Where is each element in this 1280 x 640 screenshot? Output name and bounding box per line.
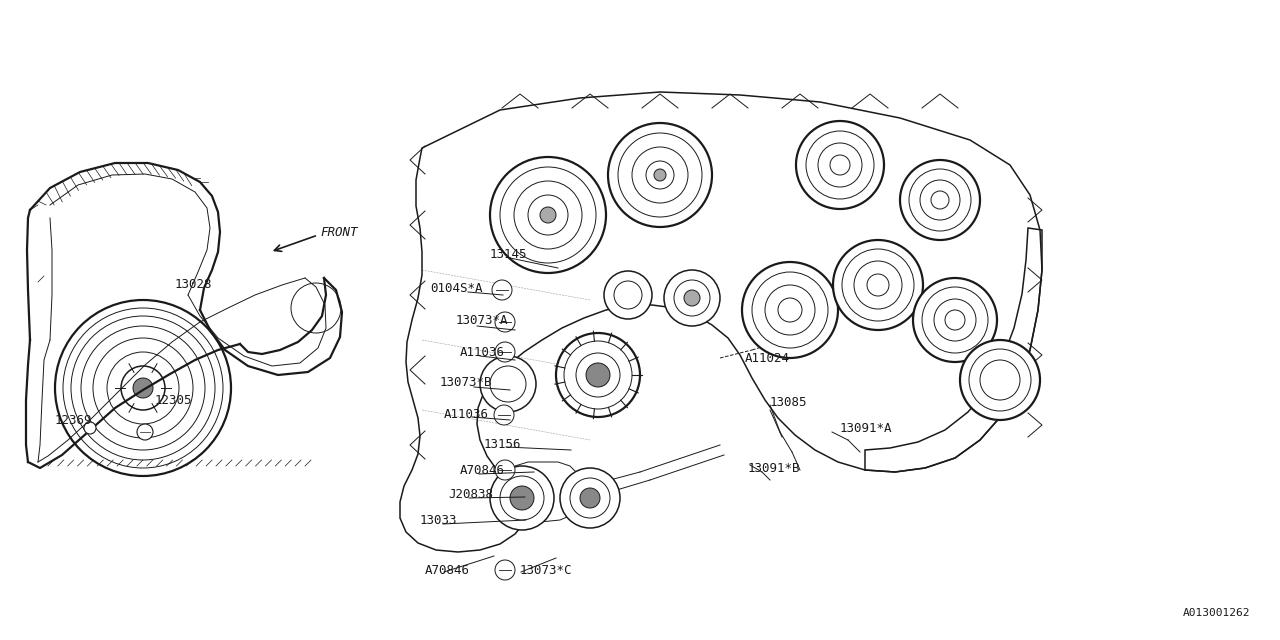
Circle shape	[509, 486, 534, 510]
Circle shape	[684, 290, 700, 306]
Text: J20838: J20838	[448, 488, 493, 502]
Circle shape	[122, 366, 165, 410]
Text: 13073*C: 13073*C	[520, 563, 572, 577]
Circle shape	[742, 262, 838, 358]
Circle shape	[586, 363, 611, 387]
Text: A11036: A11036	[444, 408, 489, 422]
Circle shape	[604, 271, 652, 319]
Text: A70846: A70846	[425, 563, 470, 577]
Circle shape	[796, 121, 884, 209]
Circle shape	[84, 422, 96, 434]
Circle shape	[854, 261, 902, 309]
Circle shape	[913, 278, 997, 362]
Circle shape	[137, 424, 154, 440]
Circle shape	[492, 280, 512, 300]
Circle shape	[55, 300, 230, 476]
Text: 0104S*A: 0104S*A	[430, 282, 483, 294]
Text: FRONT: FRONT	[320, 225, 357, 239]
Text: 12369: 12369	[55, 413, 92, 426]
Circle shape	[580, 488, 600, 508]
Circle shape	[495, 342, 515, 362]
Text: 12305: 12305	[155, 394, 192, 406]
Circle shape	[833, 240, 923, 330]
Circle shape	[765, 285, 815, 335]
Circle shape	[495, 312, 515, 332]
Circle shape	[495, 460, 515, 480]
Text: A11036: A11036	[460, 346, 506, 358]
Circle shape	[133, 378, 154, 398]
Circle shape	[556, 333, 640, 417]
Text: 13073*B: 13073*B	[440, 376, 493, 390]
Circle shape	[960, 340, 1039, 420]
Text: 13073*A: 13073*A	[456, 314, 508, 326]
Circle shape	[576, 353, 620, 397]
Circle shape	[494, 405, 515, 425]
Circle shape	[664, 270, 719, 326]
Text: 13145: 13145	[490, 248, 527, 262]
Circle shape	[490, 466, 554, 530]
Text: 13091*B: 13091*B	[748, 461, 800, 474]
Circle shape	[920, 180, 960, 220]
Circle shape	[934, 299, 977, 341]
Circle shape	[480, 356, 536, 412]
Circle shape	[900, 160, 980, 240]
Text: 13085: 13085	[771, 396, 808, 408]
Circle shape	[980, 360, 1020, 400]
Circle shape	[818, 143, 861, 187]
Text: 13091*A: 13091*A	[840, 422, 892, 435]
Text: 13033: 13033	[420, 513, 457, 527]
Circle shape	[515, 181, 582, 249]
Circle shape	[632, 147, 689, 203]
Text: A70846: A70846	[460, 463, 506, 477]
Circle shape	[108, 352, 179, 424]
Circle shape	[561, 468, 620, 528]
Text: 13156: 13156	[484, 438, 521, 451]
Circle shape	[495, 560, 515, 580]
Circle shape	[608, 123, 712, 227]
Circle shape	[654, 169, 666, 181]
Text: A013001262: A013001262	[1183, 608, 1251, 618]
Circle shape	[490, 157, 605, 273]
Circle shape	[291, 283, 340, 333]
Text: A11024: A11024	[745, 351, 790, 365]
Text: 13028: 13028	[175, 278, 212, 291]
Circle shape	[540, 207, 556, 223]
